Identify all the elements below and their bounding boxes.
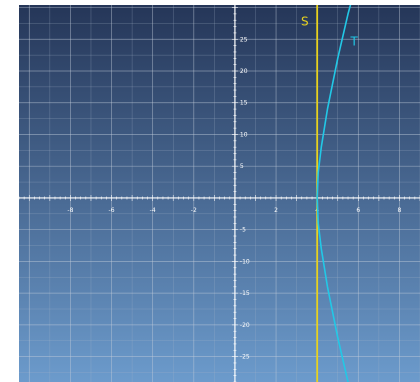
y-tick-label: -25: [240, 354, 250, 361]
major-grid: [19, 5, 420, 382]
x-tick-label: -6: [109, 207, 115, 214]
x-tick-label: -2: [191, 207, 197, 214]
x-tick-label: -8: [67, 207, 73, 214]
minor-grid: [19, 5, 420, 382]
curve-labels: ST: [301, 14, 358, 48]
x-tick-label: 2: [274, 207, 278, 214]
y-tick-label: 5: [240, 163, 244, 170]
y-tick-label: -15: [240, 290, 250, 297]
x-tick-label: 6: [356, 207, 360, 214]
y-tick-label: 15: [240, 100, 248, 107]
tick-marks: [19, 7, 420, 382]
y-tick-label: 10: [240, 131, 248, 138]
curve-label-s: S: [301, 14, 309, 28]
plot-background: [19, 5, 420, 382]
y-tick-label: 20: [240, 68, 248, 75]
curve-label-t: T: [350, 35, 359, 49]
y-tick-label: -5: [240, 227, 246, 234]
x-tick-label: -4: [150, 207, 156, 214]
y-tick-label: -10: [240, 258, 250, 265]
y-tick-label: -20: [240, 322, 250, 329]
x-tick-label: 8: [398, 207, 402, 214]
y-tick-label: 25: [240, 36, 248, 43]
series-lines: [316, 5, 352, 382]
series-t-line: [316, 5, 352, 382]
